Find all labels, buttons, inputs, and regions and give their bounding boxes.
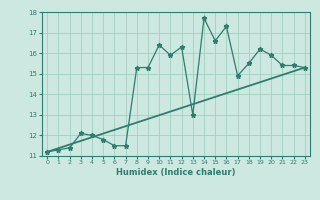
X-axis label: Humidex (Indice chaleur): Humidex (Indice chaleur): [116, 168, 236, 177]
